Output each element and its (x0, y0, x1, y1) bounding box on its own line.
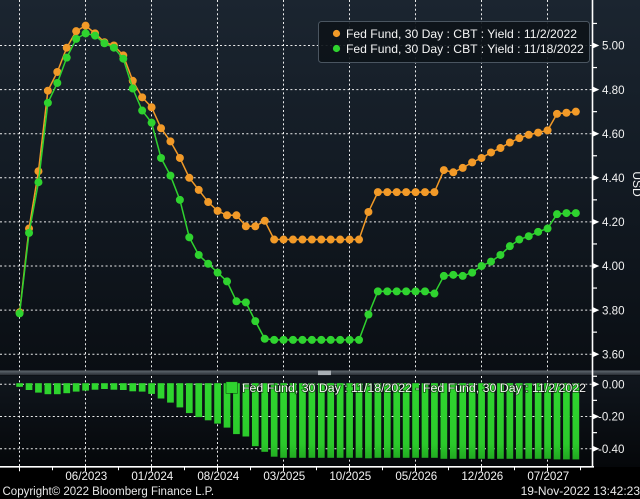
svg-text:5.00: 5.00 (602, 40, 625, 53)
svg-text:-0.20: -0.20 (598, 411, 624, 424)
svg-text:19-Nov-2022 13:42:23: 19-Nov-2022 13:42:23 (521, 484, 640, 498)
svg-text:0.00: 0.00 (602, 378, 625, 391)
svg-text:Fed Fund, 30 Day : 11/18/2022: Fed Fund, 30 Day : 11/18/2022 - Fed Fund… (242, 381, 586, 395)
svg-text:4.80: 4.80 (602, 84, 625, 97)
svg-text:4.20: 4.20 (602, 216, 625, 229)
svg-text:07/2027: 07/2027 (527, 470, 569, 483)
svg-text:01/2024: 01/2024 (131, 470, 173, 483)
svg-text:03/2025: 03/2025 (263, 470, 305, 483)
svg-text:3.80: 3.80 (602, 304, 625, 317)
svg-text:Fed Fund, 30 Day : CBT : Yield: Fed Fund, 30 Day : CBT : Yield : 11/18/2… (346, 42, 584, 56)
svg-text:10/2025: 10/2025 (329, 470, 371, 483)
svg-text:05/2026: 05/2026 (395, 470, 437, 483)
svg-text:08/2024: 08/2024 (197, 470, 239, 483)
svg-text:Fed Fund, 30 Day : CBT : Yield: Fed Fund, 30 Day : CBT : Yield : 11/2/20… (346, 27, 577, 41)
svg-text:3.60: 3.60 (602, 348, 625, 361)
svg-text:4.60: 4.60 (602, 128, 625, 141)
svg-text:06/2023: 06/2023 (65, 470, 107, 483)
svg-text:Copyright© 2022 Bloomberg Fina: Copyright© 2022 Bloomberg Finance L.P. (3, 486, 215, 498)
svg-text:4.40: 4.40 (602, 172, 625, 185)
svg-text:12/2026: 12/2026 (461, 470, 503, 483)
svg-text:4.00: 4.00 (602, 260, 625, 273)
svg-text:-0.40: -0.40 (598, 443, 624, 456)
svg-text:USD: USD (630, 171, 640, 197)
